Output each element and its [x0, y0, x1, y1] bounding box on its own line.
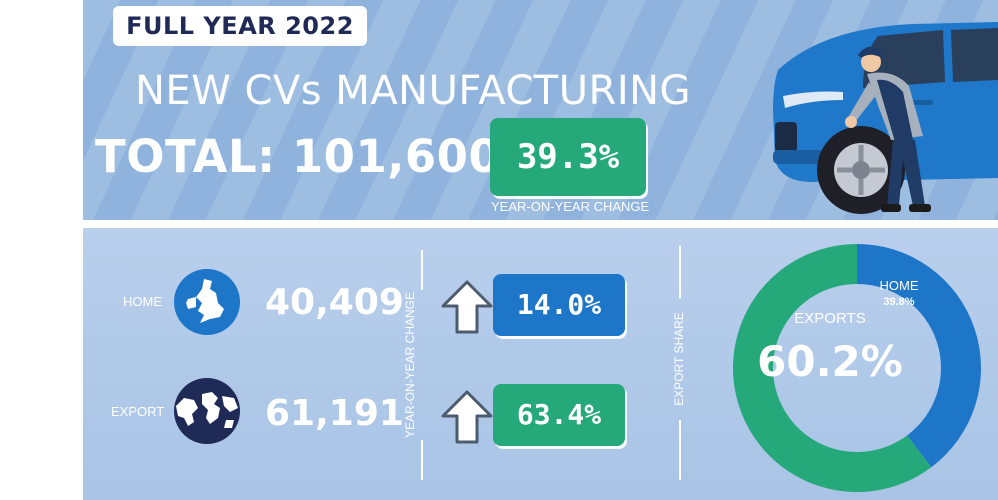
total-label: TOTAL: 101,600: [95, 130, 501, 183]
home-change-badge: 14.0%: [493, 274, 625, 336]
yoy-change-badge: 39.3%: [490, 118, 646, 196]
share-side-label: EXPORT SHARE: [672, 312, 686, 406]
bracket-line: [421, 440, 423, 480]
home-slice-value: 39.8%: [883, 296, 914, 308]
bracket-line: [679, 246, 681, 298]
exports-slice-value: 60.2%: [757, 337, 903, 386]
export-label: EXPORT: [111, 404, 165, 419]
export-share-donut-chart: HOME 39.8% EXPORTS 60.2%: [732, 244, 981, 492]
yoy-side-label: YEAR-ON-YEAR CHANGE: [403, 291, 417, 439]
home-value: 40,409: [265, 282, 404, 323]
globe-icon: [174, 378, 240, 444]
mechanic-icon: [845, 46, 931, 212]
up-arrow-icon: [441, 390, 493, 444]
yoy-caption: YEAR-ON-YEAR CHANGE: [491, 199, 650, 214]
section-divider: [83, 220, 998, 228]
headline: NEW CVs MANUFACTURING: [135, 68, 692, 114]
uk-map-icon: [174, 269, 240, 335]
home-slice-label: HOME: [880, 278, 919, 293]
top-band: FULL YEAR 2022 NEW CVs MANUFACTURING TOT…: [83, 0, 998, 220]
export-value: 61,191: [265, 393, 404, 434]
exports-slice-label: EXPORTS: [794, 310, 865, 327]
donut-slice-exports: [732, 244, 932, 492]
bracket-line: [421, 250, 423, 290]
infographic: FULL YEAR 2022 NEW CVs MANUFACTURING TOT…: [83, 0, 998, 500]
donut-slice-home: [857, 244, 981, 468]
export-change-badge: 63.4%: [493, 384, 625, 446]
home-label: HOME: [123, 294, 162, 309]
bracket-line: [679, 420, 681, 480]
up-arrow-icon: [441, 280, 493, 334]
van-mechanic-illustration: [773, 22, 998, 214]
period-tag: FULL YEAR 2022: [113, 6, 367, 46]
wheel-icon: [817, 126, 905, 214]
